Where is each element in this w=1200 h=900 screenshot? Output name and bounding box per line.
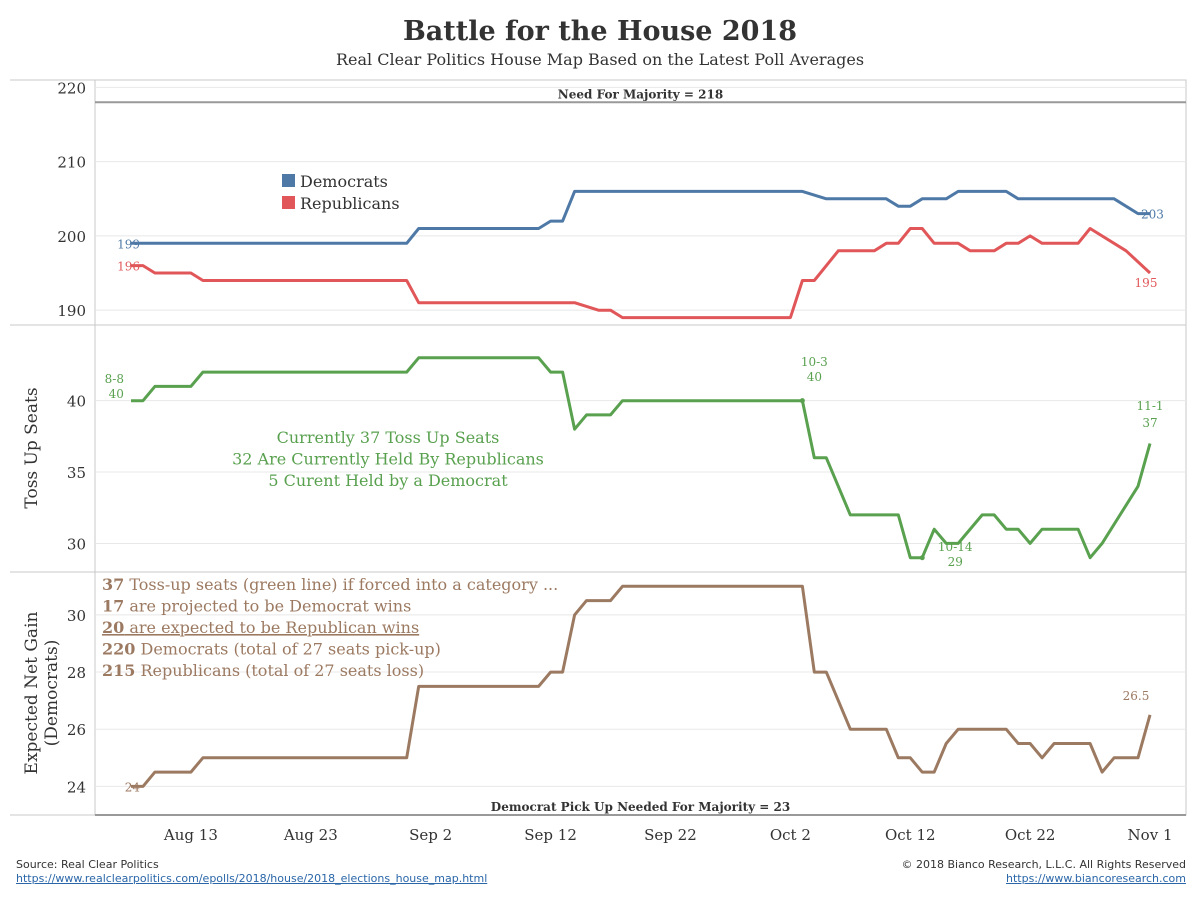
y-tick-label: 200 <box>57 228 86 246</box>
legend-label-republicans: Republicans <box>300 194 400 213</box>
legend-swatch-republicans <box>282 196 295 209</box>
panel-frame-1 <box>94 79 1187 326</box>
toss-up-value-label: 37 <box>1142 416 1157 430</box>
net-gain-note: 37 Toss-up seats (green line) if forced … <box>102 575 558 594</box>
net-gain-note-count: 17 <box>102 597 124 616</box>
x-tick-label: Aug 13 <box>163 826 218 844</box>
toss-up-date-label: 11-1 <box>1137 399 1164 413</box>
net-gain-note: 20 are expected to be Republican wins <box>102 618 419 637</box>
toss-up-value-label: 29 <box>948 555 963 569</box>
toss-up-date-label: 8-8 <box>105 372 124 386</box>
net-gain-note-count: 37 <box>102 575 124 594</box>
x-tick-label: Aug 23 <box>283 826 338 844</box>
toss-up-value-label: 40 <box>109 387 124 401</box>
toss-up-marker <box>799 398 805 404</box>
y-tick-label: 210 <box>57 154 86 172</box>
source-link[interactable]: https://www.realclearpolitics.com/epolls… <box>16 872 488 885</box>
site-link[interactable]: https://www.biancoresearch.com <box>1005 872 1186 885</box>
majority-label: Need For Majority = 218 <box>558 87 723 101</box>
democrats-start-label: 199 <box>117 237 140 251</box>
net-gain-note-text: Republicans (total of 27 seats loss) <box>135 661 424 680</box>
x-tick-label: Oct 2 <box>770 826 811 844</box>
x-tick-label: Nov 1 <box>1128 826 1173 844</box>
net-gain-note: 220 Democrats (total of 27 seats pick-up… <box>102 640 441 659</box>
democrats-line <box>131 189 1150 245</box>
toss-up-value-label: 40 <box>807 370 822 384</box>
y-tick-label: 30 <box>67 607 86 625</box>
copyright: © 2018 Bianco Research, L.L.C. All Right… <box>901 858 1186 871</box>
republicans-end-label: 195 <box>1135 276 1158 290</box>
legend-label-democrats: Democrats <box>300 172 388 191</box>
net-gain-note-text: Democrats (total of 27 seats pick-up) <box>135 640 441 659</box>
x-tick-label: Oct 12 <box>885 826 936 844</box>
source-label: Source: Real Clear Politics <box>16 858 159 871</box>
y-tick-label: 24 <box>67 778 86 796</box>
legend-swatch-democrats <box>282 174 295 187</box>
republicans-line <box>131 227 1152 320</box>
net-gain-note: 215 Republicans (total of 27 seats loss) <box>102 661 424 680</box>
net-gain-axis-label: Expected Net Gain(Democrats) <box>22 611 62 774</box>
net-gain-line <box>131 584 1152 788</box>
toss-up-axis-label: Toss Up Seats <box>22 387 42 508</box>
chart-title: Battle for the House 2018 <box>402 16 798 47</box>
democrats-end-label: 203 <box>1141 208 1164 222</box>
x-tick-label: Oct 22 <box>1005 826 1056 844</box>
net-gain-end-label: 26.5 <box>1123 689 1150 703</box>
toss-up-marker <box>919 555 925 561</box>
toss-up-date-label: 10-14 <box>938 540 973 554</box>
y-tick-label: 35 <box>67 464 86 482</box>
y-tick-label: 40 <box>67 393 86 411</box>
net-gain-start-label: 24 <box>125 780 141 794</box>
toss-up-note: 5 Curent Held by a Democrat <box>268 471 508 490</box>
net-gain-note: 17 are projected to be Democrat wins <box>102 597 411 616</box>
y-tick-label: 30 <box>67 535 86 553</box>
net-gain-note-count: 20 <box>102 618 124 637</box>
y-tick-label: 28 <box>67 664 86 682</box>
x-tick-label: Sep 2 <box>409 826 452 844</box>
toss-up-note: 32 Are Currently Held By Republicans <box>232 450 544 469</box>
toss-up-note: Currently 37 Toss Up Seats <box>277 428 500 447</box>
chart-subtitle: Real Clear Politics House Map Based on t… <box>335 50 865 69</box>
x-tick-label: Sep 12 <box>524 826 577 844</box>
net-gain-note-text: are projected to be Democrat wins <box>124 597 411 616</box>
y-tick-label: 220 <box>57 79 86 97</box>
x-tick-label: Sep 22 <box>644 826 697 844</box>
y-tick-label: 190 <box>57 302 86 320</box>
y-tick-label: 26 <box>67 721 86 739</box>
pickup-needed-label: Democrat Pick Up Needed For Majority = 2… <box>491 800 790 814</box>
net-gain-note-text: Toss-up seats (green line) if forced int… <box>124 575 558 594</box>
net-gain-note-count: 220 <box>102 640 135 659</box>
republicans-start-label: 196 <box>117 260 140 274</box>
net-gain-note-count: 215 <box>102 661 135 680</box>
toss-up-line <box>131 356 1152 560</box>
toss-up-date-label: 10-3 <box>801 355 828 369</box>
net-gain-note-text: are expected to be Republican wins <box>124 618 419 637</box>
